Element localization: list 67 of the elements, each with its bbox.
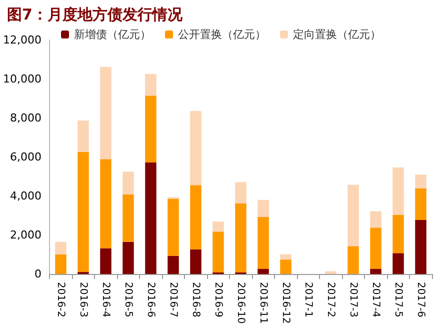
bar [392, 167, 404, 215]
y-tick-label: 6,000 [10, 150, 42, 164]
bar [280, 254, 292, 260]
x-tick-label: 2016-4 [100, 282, 112, 318]
x-tick-label: 2016-3 [78, 282, 89, 318]
bar [100, 66, 112, 160]
bar [348, 184, 359, 246]
x-tick-label: 2016-12 [280, 282, 292, 324]
bar [168, 198, 179, 256]
legend-label: 公开置换（亿元） [178, 28, 266, 41]
bar [78, 120, 89, 152]
x-tick-label: 2016-8 [190, 282, 202, 318]
x-tick-label: 2016-6 [145, 282, 156, 318]
y-tick-label: 0 [34, 268, 42, 280]
bar [258, 200, 269, 217]
y-tick-label: 12,000 [2, 34, 42, 46]
bar [392, 253, 404, 274]
bar [55, 254, 66, 274]
bar [145, 96, 156, 162]
bar [55, 242, 66, 254]
bar [212, 222, 224, 232]
x-tick-label: 2016-11 [258, 282, 269, 324]
x-tick-label: 2017-2 [325, 282, 336, 318]
bar [100, 159, 112, 248]
bar [348, 246, 359, 274]
bar [122, 172, 134, 194]
bar [122, 194, 134, 242]
bar [145, 162, 156, 274]
bar [370, 211, 382, 228]
y-tick-label: 8,000 [10, 112, 42, 124]
x-tick-label: 2017-1 [302, 282, 314, 318]
bar [190, 249, 202, 274]
x-tick-label: 2016-7 [168, 282, 179, 318]
x-tick-label: 2016-9 [212, 282, 224, 318]
y-tick-label: 2,000 [10, 228, 42, 242]
y-tick-label: 10,000 [2, 72, 42, 86]
bar [145, 74, 156, 96]
chart-title: 图7：月度地方债发行情况 [7, 6, 184, 24]
bar [168, 256, 179, 274]
y-tick-label: 4,000 [10, 190, 42, 202]
bar [190, 110, 202, 186]
bar [212, 232, 224, 272]
x-tick-label: 2016-2 [55, 282, 66, 318]
bar [325, 271, 336, 274]
bar [370, 268, 382, 274]
bar [190, 185, 202, 250]
x-tick-label: 2017-5 [392, 282, 404, 318]
x-tick-label: 2017-3 [348, 282, 359, 318]
bar [415, 188, 426, 220]
bar [258, 216, 269, 269]
bar [100, 248, 112, 274]
bar [280, 260, 292, 274]
bar [258, 268, 269, 274]
legend-label: 定向置换（亿元） [293, 28, 381, 41]
x-tick-label: 2016-5 [122, 282, 134, 318]
bar [415, 220, 426, 274]
bar [235, 182, 246, 204]
bar [78, 152, 89, 272]
x-tick-label: 2017-4 [370, 282, 382, 318]
bar [122, 242, 134, 274]
bar [235, 203, 246, 272]
x-tick-label: 2016-10 [235, 282, 246, 324]
bar [415, 174, 426, 188]
bar [392, 214, 404, 254]
legend-label: 新增债（亿元） [74, 28, 151, 41]
x-tick-label: 2017-6 [415, 282, 426, 318]
bar [370, 228, 382, 269]
